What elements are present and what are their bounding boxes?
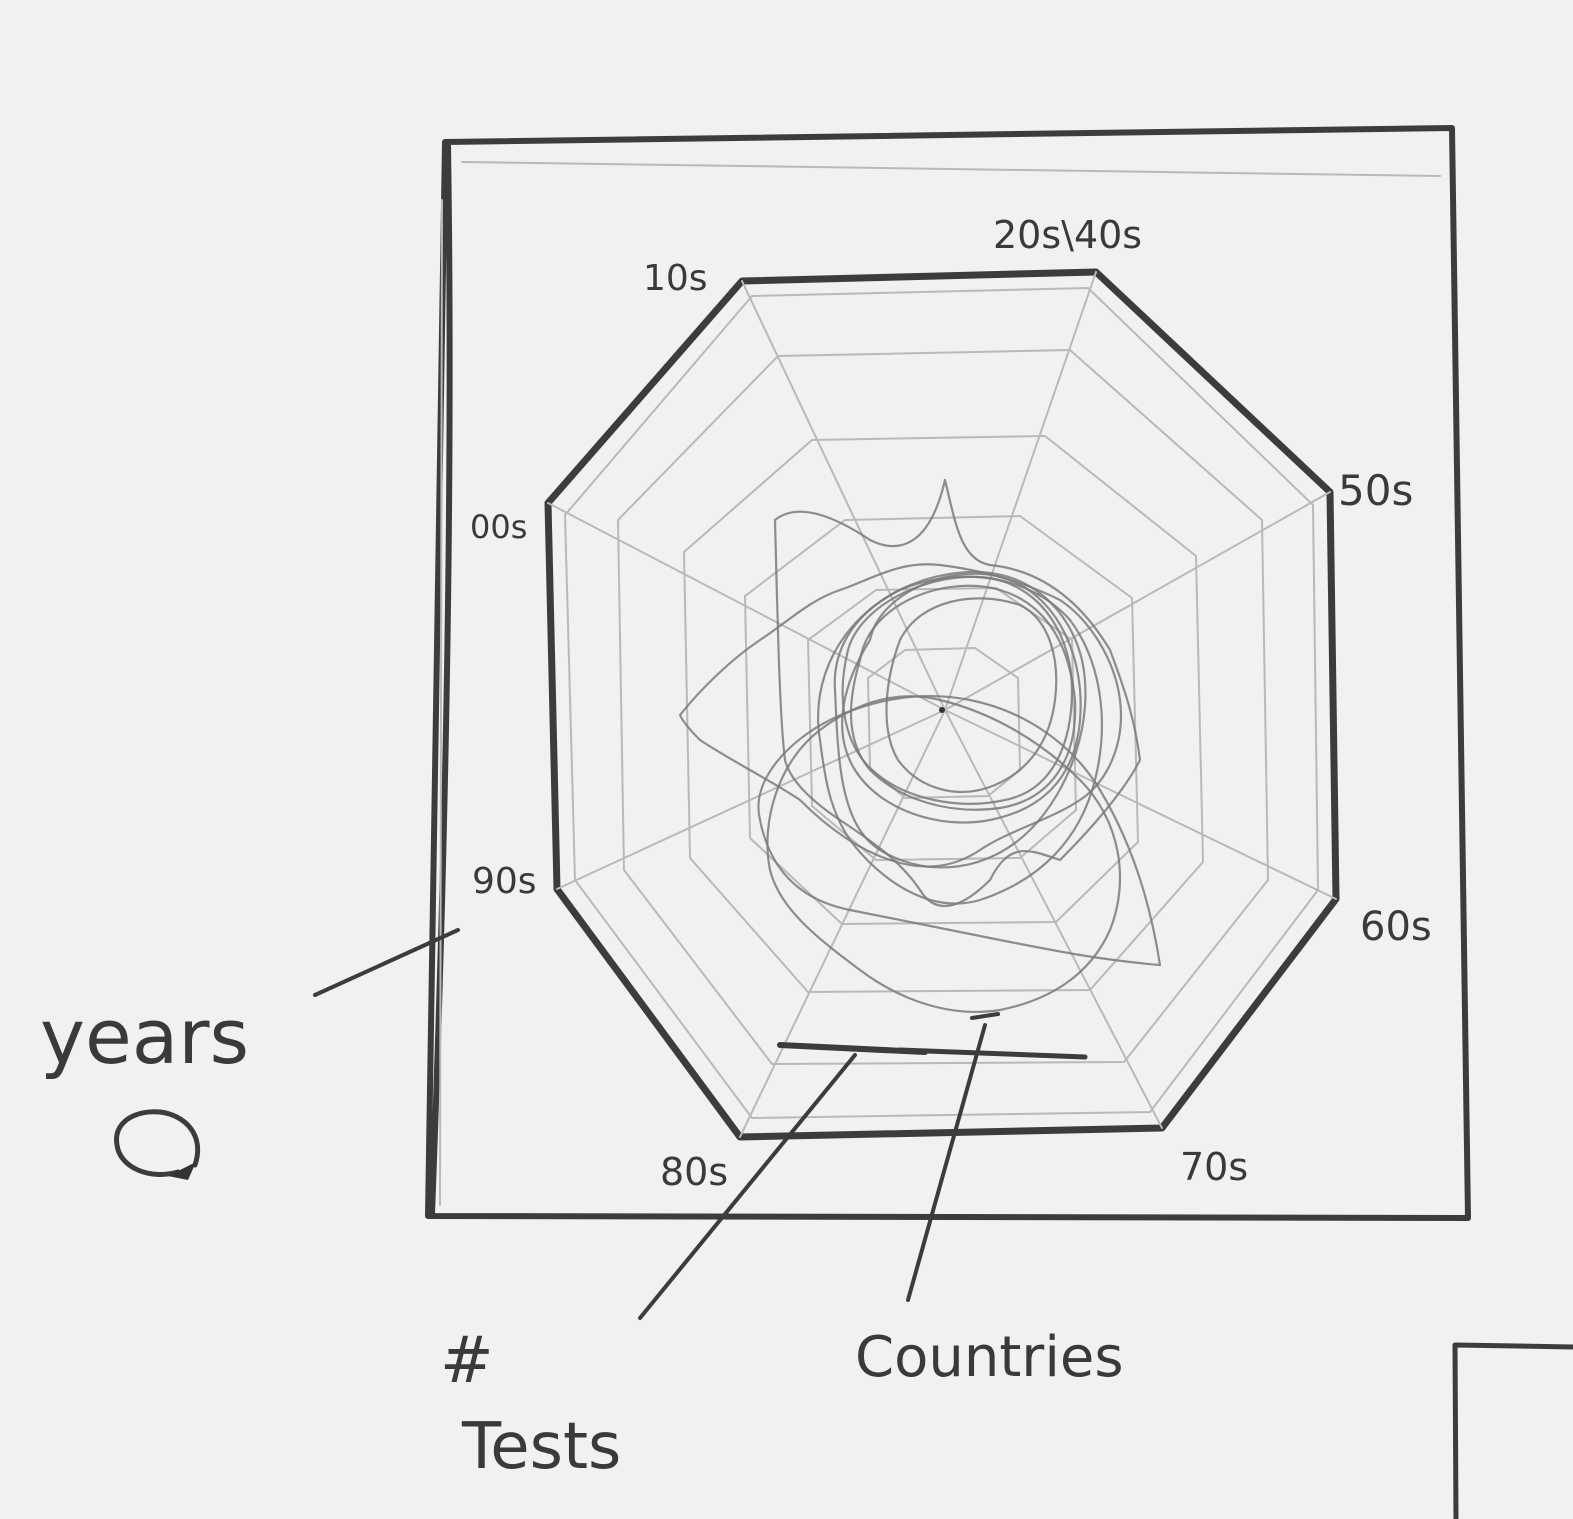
grid-ring bbox=[683, 435, 1204, 993]
chart-frame bbox=[425, 125, 1471, 1221]
center-point bbox=[939, 707, 945, 713]
spoke-10s bbox=[741, 280, 946, 711]
spoke-60s bbox=[944, 709, 1337, 900]
tests-leader-line bbox=[638, 1053, 857, 1320]
grid-rings bbox=[617, 349, 1269, 1065]
countries-legend-bar bbox=[897, 1047, 1088, 1060]
countries-annotation: Countries bbox=[855, 1325, 1124, 1390]
country-line bbox=[849, 584, 1077, 811]
axis-label-90s: 90s bbox=[472, 861, 537, 902]
years-leader-line bbox=[313, 928, 460, 997]
axis-label-00s: 00s bbox=[470, 508, 527, 546]
next-panel-corner bbox=[1452, 1342, 1573, 1519]
axis-label-60s: 60s bbox=[1360, 904, 1432, 950]
axis-label-50s: 50s bbox=[1338, 466, 1413, 515]
country-line bbox=[841, 572, 1082, 824]
axis-label-20s-40s: 20s\40s bbox=[993, 213, 1142, 257]
countries-tick bbox=[970, 1012, 1000, 1020]
octagon-inner-ring bbox=[564, 287, 1319, 1119]
axis-label-70s: 70s bbox=[1180, 1145, 1248, 1189]
grid-ring bbox=[744, 515, 1139, 925]
spoke-20s-40s bbox=[944, 271, 1097, 711]
grid-ring bbox=[617, 349, 1269, 1065]
countries-leader-line bbox=[906, 1023, 987, 1302]
country-line bbox=[766, 695, 1122, 1013]
axis-label-80s: 80s bbox=[660, 1150, 728, 1194]
country-line bbox=[817, 575, 1103, 905]
spoke-70s bbox=[944, 709, 1163, 1129]
axis-labels: 20s\40s 50s 60s 70s 80s 90s 00s 10s bbox=[470, 213, 1432, 1194]
country-line bbox=[773, 478, 1142, 908]
rotate-arrow-icon bbox=[114, 1109, 201, 1180]
spoke-00s bbox=[547, 502, 946, 711]
spoke-90s bbox=[556, 709, 946, 890]
country-data-lines bbox=[678, 478, 1162, 1013]
axis-label-10s: 10s bbox=[643, 258, 708, 299]
country-line bbox=[678, 563, 1122, 868]
years-annotation: years bbox=[40, 992, 249, 1081]
inner-frame-line bbox=[439, 161, 1441, 1206]
country-line bbox=[885, 597, 1058, 793]
grid-ring bbox=[867, 647, 1021, 799]
tests-hash-annotation: # bbox=[440, 1324, 494, 1398]
spoke-50s bbox=[944, 491, 1331, 711]
grid-ring bbox=[807, 587, 1077, 861]
tests-annotation: Tests bbox=[461, 1410, 621, 1484]
